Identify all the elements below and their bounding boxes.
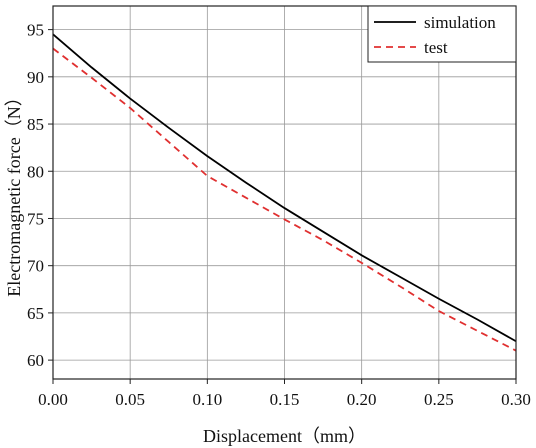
y-tick-label: 60 — [27, 351, 44, 370]
y-tick-label: 80 — [27, 162, 44, 181]
legend: simulation test — [367, 5, 517, 63]
y-tick-label: 65 — [27, 304, 44, 323]
x-axis-label: Displacement（mm） — [203, 426, 366, 446]
x-tick-label: 0.25 — [424, 390, 454, 409]
legend-label-simulation: simulation — [424, 13, 496, 32]
y-tick-label: 85 — [27, 115, 44, 134]
x-tick-label: 0.30 — [501, 390, 531, 409]
x-tick-label: 0.20 — [347, 390, 377, 409]
y-axis-label: Electromagnetic force（N） — [4, 88, 24, 296]
series-line-simulation — [52, 33, 517, 343]
series-line-test — [52, 47, 517, 352]
y-axis-ticks: 60 65 70 75 80 85 90 95 — [27, 21, 53, 370]
x-axis-ticks: 0.00 0.05 0.10 0.15 0.20 0.25 0.30 — [38, 379, 531, 409]
y-tick-label: 95 — [27, 21, 44, 40]
y-tick-label: 90 — [27, 68, 44, 87]
series-layer — [52, 33, 517, 352]
x-tick-label: 0.15 — [270, 390, 300, 409]
x-tick-label: 0.00 — [38, 390, 68, 409]
y-tick-label: 75 — [27, 209, 44, 228]
legend-box — [367, 5, 517, 63]
x-tick-label: 0.05 — [115, 390, 145, 409]
y-tick-label: 70 — [27, 257, 44, 276]
legend-label-test: test — [424, 38, 448, 57]
x-tick-label: 0.10 — [192, 390, 222, 409]
